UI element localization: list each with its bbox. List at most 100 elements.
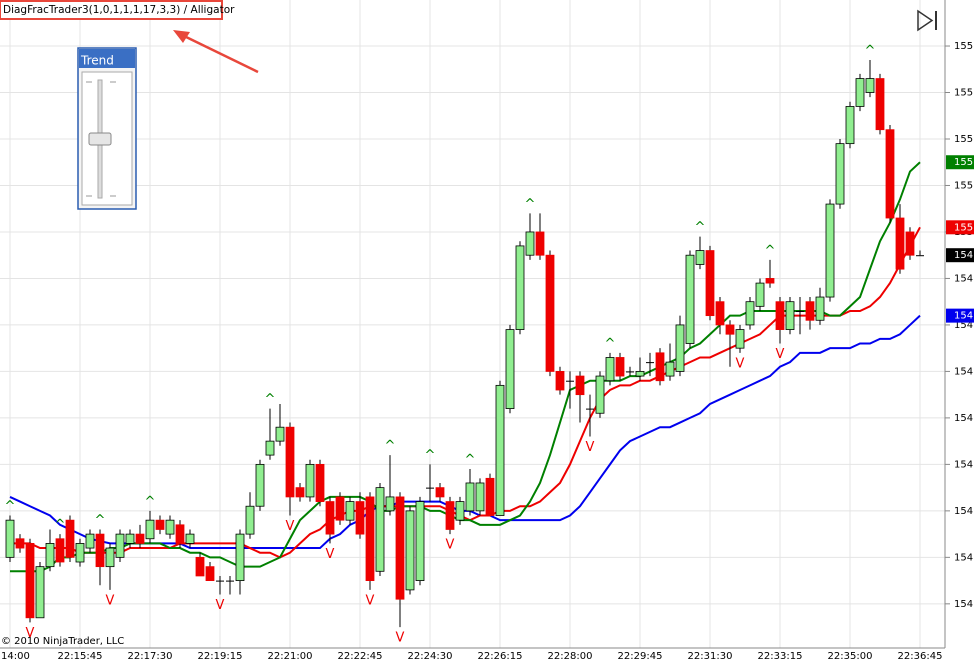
- x-tick-label: 22:29:45: [618, 651, 663, 660]
- candle-body: [835, 143, 845, 205]
- candle-body: [885, 129, 895, 219]
- candle-body: [345, 501, 355, 521]
- candle-body: [355, 501, 365, 535]
- candle-body: [825, 203, 835, 298]
- play-button[interactable]: [917, 9, 937, 32]
- candle-body: [745, 301, 755, 326]
- candle-body: [365, 496, 375, 581]
- alligator-line: [10, 226, 921, 559]
- candle-body: [545, 254, 555, 372]
- candle-body: [695, 250, 705, 265]
- y-tick-label: 155: [954, 180, 973, 191]
- x-tick-label: 22:36:45: [898, 651, 943, 660]
- y-tick-label: 154: [954, 552, 973, 563]
- candle-body: [135, 533, 145, 544]
- candle-body: [65, 519, 75, 558]
- fractal-down: V: [586, 440, 595, 455]
- candle-body: [255, 463, 265, 507]
- candle-body: [805, 301, 815, 321]
- alligator-line: [10, 161, 921, 573]
- candle-body: [566, 380, 574, 382]
- candle-body: [815, 296, 825, 321]
- x-tick-label: 22:33:15: [758, 651, 803, 660]
- fractal-up: ^: [5, 499, 16, 514]
- candle-body: [395, 496, 405, 600]
- fractal-up: ^: [765, 243, 776, 258]
- fractal-down: V: [366, 593, 375, 608]
- x-tick-label: 22:15:45: [58, 651, 103, 660]
- candle-body: [55, 538, 65, 563]
- fractal-up: ^: [695, 220, 706, 235]
- candle-body: [845, 106, 855, 145]
- candle-body: [875, 78, 885, 131]
- candle-body: [615, 357, 625, 377]
- candle-body: [226, 580, 234, 582]
- fractal-down: V: [736, 356, 745, 371]
- x-tick-label: 22:28:00: [548, 651, 593, 660]
- candle-body: [755, 282, 765, 307]
- candle-body: [635, 371, 645, 377]
- candle-body: [535, 231, 545, 256]
- candle-body: [455, 501, 465, 521]
- price-marker: [946, 308, 974, 323]
- x-tick-label: 22:26:15: [478, 651, 523, 660]
- candle-body: [5, 519, 15, 558]
- candle-body: [205, 566, 215, 581]
- fractal-up: ^: [425, 448, 436, 463]
- candle-body: [235, 533, 245, 581]
- candle-body: [125, 533, 135, 544]
- candle-body: [605, 357, 615, 382]
- candle-body: [646, 362, 654, 364]
- y-tick-label: 155: [954, 88, 973, 99]
- candle-body: [15, 538, 25, 549]
- candle-body: [865, 78, 875, 93]
- candle-body: [305, 463, 315, 498]
- y-tick-label: 154: [954, 413, 973, 424]
- candle-body: [675, 324, 685, 372]
- y-tick-label: 154: [954, 599, 973, 610]
- trend-panel[interactable]: Trend: [77, 47, 137, 210]
- candle-body: [25, 543, 35, 619]
- candle-body: [586, 408, 594, 410]
- fractal-down: V: [216, 598, 225, 613]
- x-tick-label: 22:19:15: [198, 651, 243, 660]
- fractal-up: ^: [865, 43, 876, 58]
- candle-body: [765, 278, 775, 284]
- price-marker-label: 155: [954, 157, 973, 168]
- price-marker-label: 155: [954, 222, 973, 233]
- fractal-up: ^: [385, 439, 396, 454]
- candle-body: [285, 426, 295, 498]
- candle-body: [796, 310, 804, 312]
- x-tick-label: 22:17:30: [128, 651, 173, 660]
- fractal-down: V: [106, 593, 115, 608]
- y-tick-label: 154: [954, 506, 973, 517]
- candle-body: [685, 254, 695, 344]
- fractal-up: ^: [605, 336, 616, 351]
- y-tick-label: 154: [954, 366, 973, 377]
- y-tick-label: 155: [954, 41, 973, 52]
- candle-body: [525, 231, 535, 256]
- price-marker-label: 154: [954, 311, 973, 322]
- candle-body: [735, 329, 745, 349]
- x-tick-label: 22:21:00: [268, 651, 313, 660]
- candle-body: [575, 375, 585, 396]
- candle-body: [515, 245, 525, 330]
- candle-body: [465, 482, 475, 512]
- candle-body: [85, 533, 95, 549]
- candle-body: [245, 505, 255, 535]
- candle-body: [325, 501, 335, 535]
- candle-body: [155, 519, 165, 530]
- candle-body: [385, 496, 395, 512]
- x-tick-label: 14:00: [1, 651, 30, 660]
- y-tick-label: 154: [954, 320, 973, 331]
- y-tick-label: 154: [954, 459, 973, 470]
- candle-body: [265, 440, 275, 456]
- fractal-down: V: [326, 547, 335, 562]
- candle-body: [415, 501, 425, 581]
- candle-body: [655, 352, 665, 382]
- price-marker: [946, 220, 974, 235]
- y-tick-label: 154: [954, 273, 973, 284]
- title-box: [0, 0, 223, 20]
- slider-thumb[interactable]: [88, 132, 112, 146]
